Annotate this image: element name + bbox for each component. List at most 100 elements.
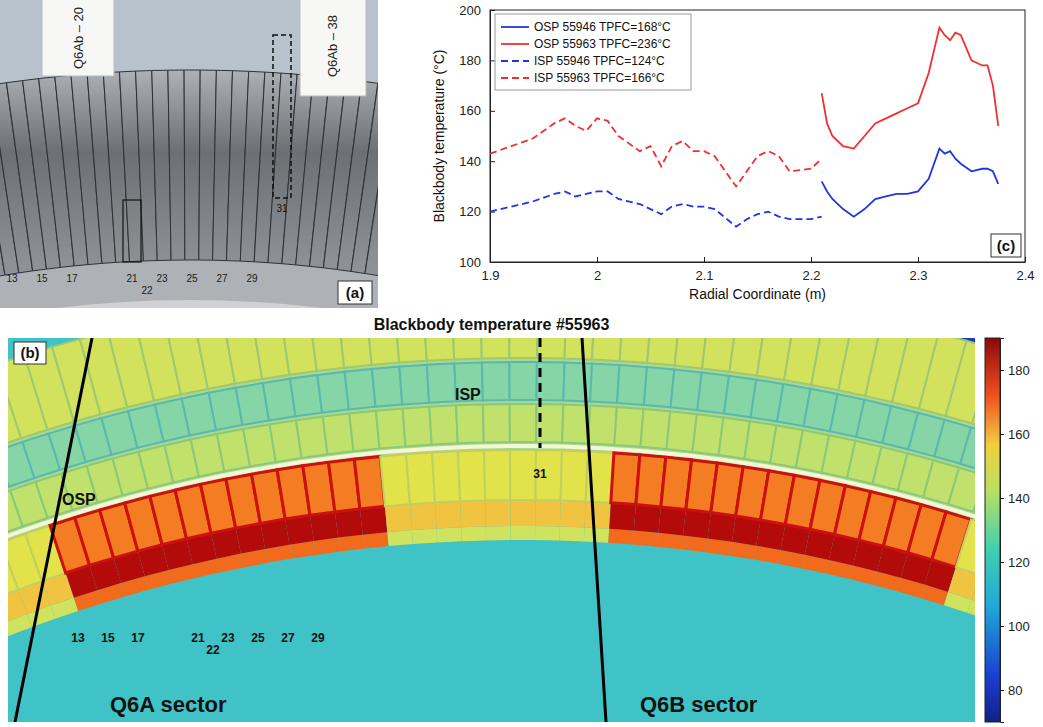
tile [510, 404, 537, 442]
tile [403, 407, 432, 447]
tile [482, 362, 510, 400]
strike-band [972, 575, 976, 608]
tile [509, 362, 537, 400]
glow [535, 526, 560, 541]
tiles [8, 338, 975, 677]
colorbar-tick-label: 140 [1008, 491, 1030, 506]
annotation: ISP [455, 386, 481, 403]
glow [486, 526, 511, 540]
x-tick-label: 2.3 [909, 268, 927, 283]
tile [399, 365, 429, 405]
y-tick-label: 180 [459, 53, 481, 68]
tile [456, 404, 484, 443]
x-tick-label: 2 [594, 268, 601, 283]
tile [427, 363, 456, 402]
tile [509, 338, 538, 358]
tile-label: 13 [6, 273, 18, 284]
tile [480, 338, 510, 359]
colorbar-tick-mark [1000, 498, 1004, 499]
tile [349, 411, 379, 452]
strike-band [485, 500, 510, 526]
y-tick: 100 [459, 255, 495, 270]
colorbar-tick: 80 [1000, 683, 1022, 698]
tile [565, 338, 596, 360]
strike-band [535, 500, 560, 526]
tile [307, 338, 344, 371]
tile [278, 338, 317, 375]
panel-label: (b) [20, 344, 39, 361]
colorbar-tick-label: 180 [1008, 363, 1030, 378]
y-tick-label: 140 [459, 154, 481, 169]
tile [168, 70, 185, 260]
tile [372, 367, 402, 407]
glow [437, 527, 462, 542]
tiles [0, 70, 378, 308]
strike-band [310, 512, 338, 541]
tile-label: 22 [141, 285, 153, 296]
separator-line [8, 444, 975, 598]
glow [338, 535, 364, 552]
y-tick-mark [490, 161, 495, 162]
tile [588, 406, 617, 445]
panel-c: 1.922.12.22.32.4100120140160180200Radial… [431, 3, 1035, 302]
glow [387, 530, 413, 546]
panel-label-box [338, 281, 372, 304]
strike-band [385, 504, 412, 532]
glow [461, 526, 486, 541]
tile-label: 23 [156, 273, 168, 284]
series-line [490, 118, 822, 186]
tile-label: 15 [36, 273, 48, 284]
legend-box [495, 14, 691, 90]
tile-label: 21 [191, 631, 205, 645]
panel-label-box [991, 234, 1021, 257]
tile-label: 25 [251, 631, 265, 645]
y-tick-label: 100 [459, 255, 481, 270]
y-tick: 200 [459, 3, 495, 18]
tile [345, 369, 376, 410]
colorbar-tick-label: 100 [1008, 619, 1030, 634]
tile [484, 450, 510, 500]
marked-tile-label: 31 [276, 203, 288, 214]
tile-label: 27 [281, 631, 295, 645]
tile [483, 404, 510, 442]
tile [972, 349, 975, 432]
glow [633, 531, 659, 547]
tile-label: 17 [66, 273, 78, 284]
card [300, 0, 366, 96]
colorbar-tick-mark [1000, 562, 1004, 563]
legend: OSP 55946 TPFC=168°COSP 55963 TPFC=236°C… [495, 14, 691, 90]
marked-tile-box [273, 35, 291, 198]
tile [537, 362, 565, 401]
tile [451, 338, 482, 359]
x-tick-label: 2.1 [695, 268, 713, 283]
colorbar-tick-mark [1000, 434, 1004, 435]
sector-boundary [15, 338, 92, 722]
y-tick: 120 [459, 204, 495, 219]
card-label: Q6Ab – 38 [325, 15, 340, 77]
strike-band [460, 500, 486, 527]
colorbar-tick: 180 [1000, 363, 1030, 378]
tile [336, 338, 372, 368]
colorbar-tick-mark [1000, 690, 1004, 691]
legend-swatch [501, 60, 529, 62]
y-tick-mark [490, 262, 495, 263]
sector-label: Q6B sector [640, 692, 758, 717]
lines [490, 28, 998, 227]
tile [563, 363, 592, 402]
strike-band [410, 503, 437, 531]
title: Blackbody temperature #55963 [374, 316, 610, 333]
tile-label: 29 [246, 273, 258, 284]
figure: 31131517212223252729Q6Ab – 20Q6Ab – 38(a… [0, 0, 1043, 727]
glow [412, 528, 437, 544]
x-tick: 2.4 [1016, 257, 1034, 283]
series-line [822, 28, 999, 149]
selected-tile-box [123, 200, 141, 262]
y-tick: 140 [459, 154, 495, 169]
marked-tile-line [539, 338, 542, 448]
strike-band [658, 507, 686, 536]
tile [641, 409, 671, 449]
tile [393, 338, 427, 363]
strike-band [360, 506, 387, 534]
tile [323, 414, 354, 455]
band-background [8, 338, 975, 599]
